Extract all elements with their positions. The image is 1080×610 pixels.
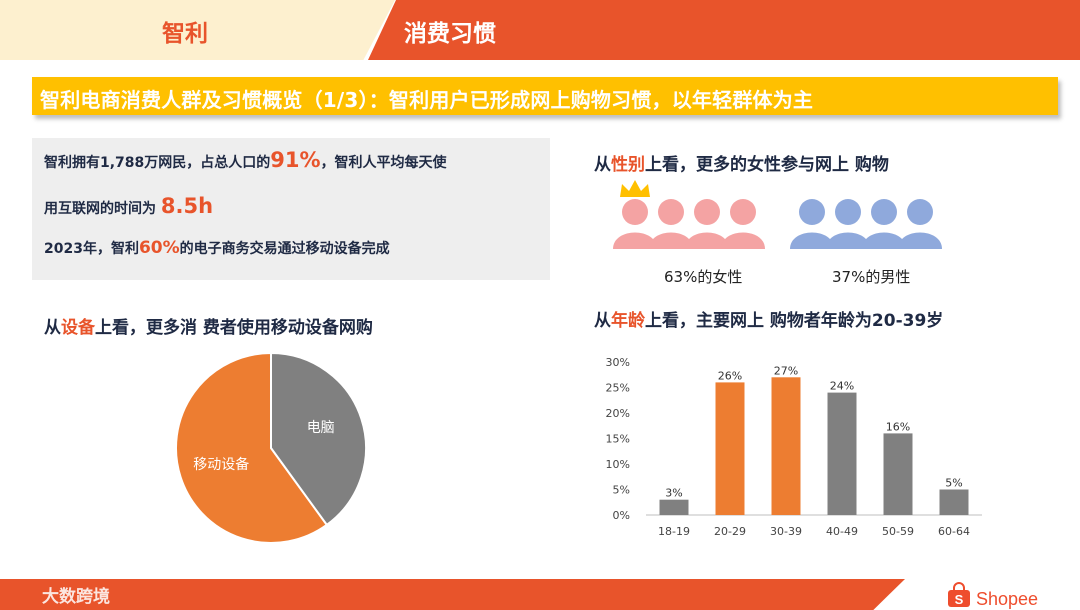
x-tick-label: 20-29 — [714, 525, 746, 538]
pie-slice — [175, 351, 329, 544]
x-tick-label: 60-64 — [938, 525, 970, 538]
gender-icons — [613, 180, 942, 249]
header-country-tab: 智利 — [162, 21, 208, 47]
title-banner — [32, 77, 1058, 115]
bar-data-label: 27% — [774, 364, 798, 377]
person-head — [694, 199, 720, 225]
person-head — [658, 199, 684, 225]
y-tick-label: 5% — [613, 484, 630, 497]
title-highlight: 性别 — [611, 155, 645, 175]
y-tick-label: 30% — [606, 356, 630, 369]
footer-brand: Shopee — [976, 589, 1039, 609]
page-title: 智利电商消费人群及习惯概览（1/3）：智利用户已形成网上购物习惯，以年轻群体为主 — [40, 88, 814, 112]
header-left-band — [0, 0, 395, 60]
age-bar-chart: 0% 5% 10% 15% 20% 25% 30% 3% 18-19 26% 20-29 27% 30-… — [606, 356, 982, 538]
male-people-icon — [790, 199, 942, 249]
summary-text: 用互联网的时间为 — [44, 201, 156, 217]
bar — [827, 392, 857, 515]
gender-section-title: 从性别上看，更多的女性参与网上 购物 — [594, 150, 889, 175]
title-text: 上看，更多消 费者使用移动设备网购 — [95, 318, 373, 338]
age-section-title: 从年龄上看，主要网上 购物者年龄为20-39岁 — [594, 306, 943, 331]
device-section-title: 从设备上看，更多消 费者使用移动设备网购 — [44, 313, 373, 338]
header-right-band — [368, 0, 1080, 60]
bar-data-label: 3% — [665, 487, 682, 500]
person-body — [685, 232, 729, 249]
title-text: 从 — [594, 311, 611, 331]
summary-line-2: 用互联网的时间为 8.5h — [44, 194, 213, 218]
bar-data-label: 5% — [945, 477, 962, 490]
shopping-bag-icon: S — [948, 582, 970, 607]
footer-band — [0, 579, 905, 610]
female-caption: 63%的女性 — [664, 268, 743, 286]
svg-text:S: S — [955, 592, 964, 607]
x-tick-label: 30-39 — [770, 525, 802, 538]
person-body — [826, 232, 870, 249]
person-body — [613, 232, 657, 249]
device-pie-chart: 移动设备 电脑 — [175, 351, 367, 544]
bar — [715, 382, 745, 515]
internet-share-value: 91% — [270, 148, 321, 172]
person-head — [799, 199, 825, 225]
footer-watermark-text: 大数跨境 — [42, 587, 110, 607]
y-tick-label: 10% — [606, 458, 630, 471]
x-tick-label: 18-19 — [658, 525, 690, 538]
header-section-tab: 消费习惯 — [404, 21, 496, 47]
pie-label: 电脑 — [307, 420, 335, 436]
bar-data-label: 26% — [718, 369, 742, 382]
summary-text: ，智利人平均每天使 — [320, 155, 447, 171]
y-tick-label: 25% — [606, 382, 630, 395]
title-text: 上看，主要网上 购物者年龄为20-39岁 — [645, 311, 944, 331]
y-tick-label: 20% — [606, 407, 630, 420]
person-head — [835, 199, 861, 225]
person-body — [721, 232, 765, 249]
person-head — [622, 199, 648, 225]
bar — [939, 489, 969, 515]
x-tick-label: 40-49 — [826, 525, 858, 538]
person-head — [730, 199, 756, 225]
male-caption: 37%的男性 — [832, 268, 911, 286]
bar — [771, 377, 801, 515]
mobile-share-value: 60% — [138, 238, 180, 258]
person-head — [907, 199, 933, 225]
summary-text: 智利拥有1,788万网民，占总人口的 — [44, 155, 271, 171]
person-body — [862, 232, 906, 249]
pie-slice — [270, 351, 367, 527]
y-tick-label: 0% — [613, 509, 630, 522]
summary-text: 2023年，智利 — [44, 241, 139, 257]
person-body — [790, 232, 834, 249]
title-text: 上看，更多的女性参与网上 购物 — [645, 155, 889, 175]
title-highlight: 年龄 — [611, 311, 645, 331]
bar — [883, 433, 913, 515]
summary-text: 的电子商务交易通过移动设备完成 — [179, 241, 390, 257]
pie-label: 移动设备 — [193, 456, 249, 473]
title-text: 从 — [594, 155, 611, 175]
title-text: 从 — [44, 318, 61, 338]
crown-icon — [620, 180, 650, 197]
bar-data-label: 24% — [830, 380, 854, 393]
person-body — [898, 232, 942, 249]
bar-data-label: 16% — [886, 420, 910, 433]
summary-line-1: 智利拥有1,788万网民，占总人口的91%，智利人平均每天使 — [44, 148, 447, 172]
summary-box — [32, 138, 550, 280]
y-tick-label: 15% — [606, 433, 630, 446]
summary-line-3: 2023年，智利60%的电子商务交易通过移动设备完成 — [44, 238, 390, 258]
female-people-icon — [613, 199, 765, 249]
bar — [659, 499, 689, 515]
title-highlight: 设备 — [61, 318, 95, 338]
daily-hours-value: 8.5h — [160, 194, 214, 218]
person-body — [649, 232, 693, 249]
person-head — [871, 199, 897, 225]
x-tick-label: 50-59 — [882, 525, 914, 538]
